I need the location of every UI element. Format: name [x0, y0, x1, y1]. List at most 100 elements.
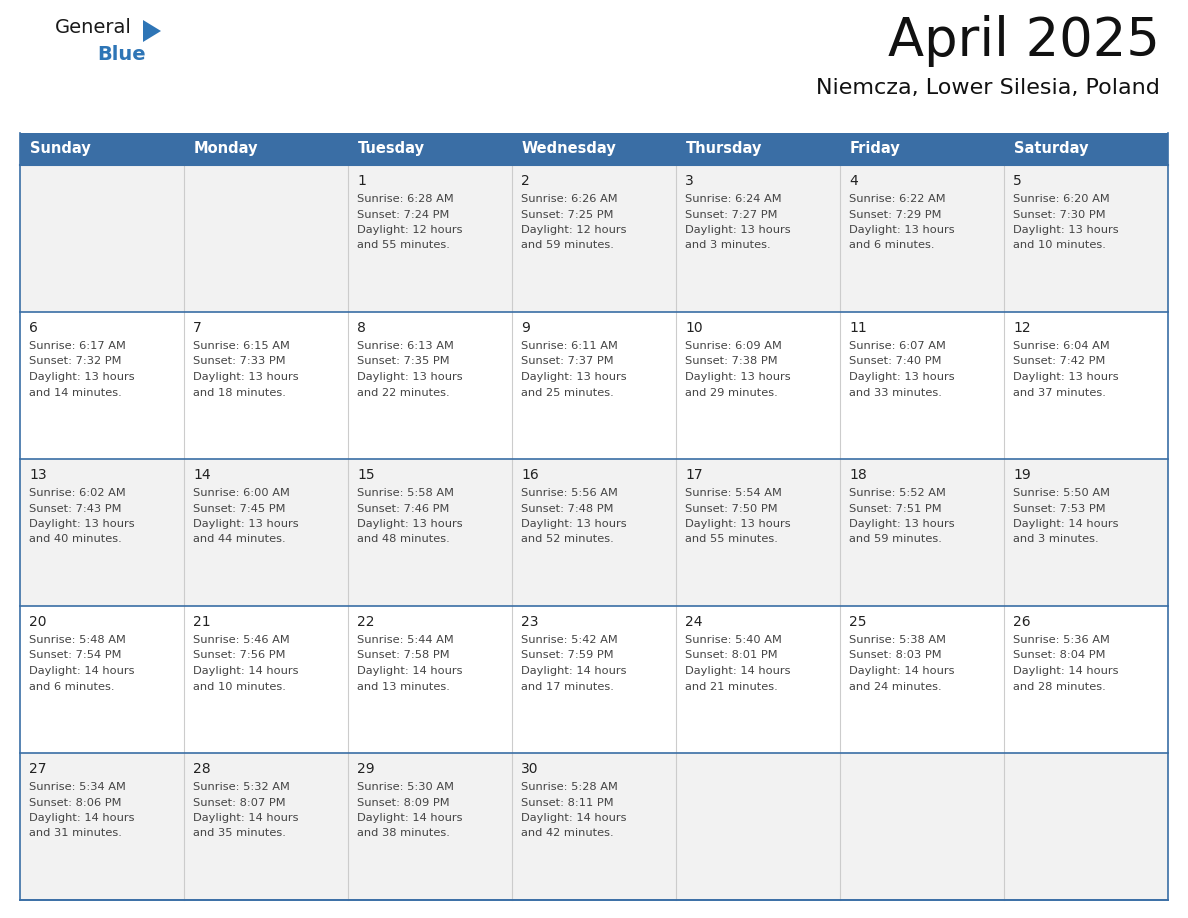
Text: Sunset: 8:04 PM: Sunset: 8:04 PM [1013, 651, 1106, 660]
Text: Thursday: Thursday [685, 141, 763, 156]
Text: 23: 23 [522, 615, 538, 629]
Text: Sunset: 7:59 PM: Sunset: 7:59 PM [522, 651, 614, 660]
Text: and 18 minutes.: and 18 minutes. [192, 387, 286, 397]
Text: Sunset: 7:45 PM: Sunset: 7:45 PM [192, 503, 285, 513]
Text: 24: 24 [685, 615, 702, 629]
Text: Niemcza, Lower Silesia, Poland: Niemcza, Lower Silesia, Poland [816, 78, 1159, 98]
Text: Sunset: 7:54 PM: Sunset: 7:54 PM [29, 651, 121, 660]
Text: 8: 8 [358, 321, 366, 335]
Text: 29: 29 [358, 762, 374, 776]
Text: General: General [55, 18, 132, 37]
Text: 22: 22 [358, 615, 374, 629]
Text: Daylight: 14 hours: Daylight: 14 hours [849, 666, 954, 676]
Text: Sunset: 7:33 PM: Sunset: 7:33 PM [192, 356, 285, 366]
Text: Daylight: 13 hours: Daylight: 13 hours [192, 519, 298, 529]
Text: Daylight: 14 hours: Daylight: 14 hours [1013, 519, 1118, 529]
Text: 10: 10 [685, 321, 702, 335]
Text: Sunrise: 5:50 AM: Sunrise: 5:50 AM [1013, 488, 1110, 498]
Text: and 55 minutes.: and 55 minutes. [685, 534, 778, 544]
Text: 1: 1 [358, 174, 366, 188]
Bar [20, 606, 1168, 753]
Text: Sunset: 8:01 PM: Sunset: 8:01 PM [685, 651, 778, 660]
Text: Sunset: 7:38 PM: Sunset: 7:38 PM [685, 356, 778, 366]
Text: Sunrise: 5:32 AM: Sunrise: 5:32 AM [192, 782, 290, 792]
Text: and 29 minutes.: and 29 minutes. [685, 387, 778, 397]
Text: 18: 18 [849, 468, 867, 482]
Text: Daylight: 13 hours: Daylight: 13 hours [849, 225, 955, 235]
Text: Sunset: 7:24 PM: Sunset: 7:24 PM [358, 209, 449, 219]
Text: and 59 minutes.: and 59 minutes. [849, 534, 942, 544]
Text: and 48 minutes.: and 48 minutes. [358, 534, 450, 544]
Text: and 35 minutes.: and 35 minutes. [192, 829, 286, 838]
Text: Sunset: 7:51 PM: Sunset: 7:51 PM [849, 503, 942, 513]
Text: Sunrise: 6:28 AM: Sunrise: 6:28 AM [358, 194, 454, 204]
Bar [20, 459, 1168, 606]
Text: Sunrise: 5:58 AM: Sunrise: 5:58 AM [358, 488, 454, 498]
Text: Daylight: 13 hours: Daylight: 13 hours [849, 372, 955, 382]
Text: Sunrise: 5:30 AM: Sunrise: 5:30 AM [358, 782, 454, 792]
Text: Daylight: 12 hours: Daylight: 12 hours [522, 225, 626, 235]
Text: Sunrise: 6:11 AM: Sunrise: 6:11 AM [522, 341, 618, 351]
Text: Daylight: 13 hours: Daylight: 13 hours [1013, 225, 1119, 235]
Text: Sunset: 8:03 PM: Sunset: 8:03 PM [849, 651, 942, 660]
Text: Daylight: 14 hours: Daylight: 14 hours [192, 813, 298, 823]
Text: Daylight: 13 hours: Daylight: 13 hours [685, 519, 791, 529]
Text: Daylight: 14 hours: Daylight: 14 hours [358, 813, 462, 823]
Text: 12: 12 [1013, 321, 1031, 335]
Text: and 13 minutes.: and 13 minutes. [358, 681, 450, 691]
Text: Daylight: 13 hours: Daylight: 13 hours [358, 372, 462, 382]
Text: Blue: Blue [97, 45, 146, 64]
Text: and 14 minutes.: and 14 minutes. [29, 387, 121, 397]
Text: 5: 5 [1013, 174, 1022, 188]
Text: and 40 minutes.: and 40 minutes. [29, 534, 121, 544]
Text: 26: 26 [1013, 615, 1031, 629]
Text: Sunrise: 5:56 AM: Sunrise: 5:56 AM [522, 488, 618, 498]
Text: Sunset: 7:27 PM: Sunset: 7:27 PM [685, 209, 777, 219]
Text: Sunrise: 5:48 AM: Sunrise: 5:48 AM [29, 635, 126, 645]
Text: 6: 6 [29, 321, 38, 335]
Text: 28: 28 [192, 762, 210, 776]
Text: Sunrise: 5:28 AM: Sunrise: 5:28 AM [522, 782, 618, 792]
Text: and 3 minutes.: and 3 minutes. [685, 241, 771, 251]
Text: Sunrise: 6:02 AM: Sunrise: 6:02 AM [29, 488, 126, 498]
Text: and 10 minutes.: and 10 minutes. [1013, 241, 1106, 251]
Text: Sunset: 7:30 PM: Sunset: 7:30 PM [1013, 209, 1106, 219]
Text: Sunrise: 6:15 AM: Sunrise: 6:15 AM [192, 341, 290, 351]
Text: and 25 minutes.: and 25 minutes. [522, 387, 614, 397]
Text: Sunrise: 6:04 AM: Sunrise: 6:04 AM [1013, 341, 1110, 351]
Text: Daylight: 14 hours: Daylight: 14 hours [29, 666, 134, 676]
Text: Sunset: 7:25 PM: Sunset: 7:25 PM [522, 209, 613, 219]
Text: Sunday: Sunday [30, 141, 90, 156]
Text: Sunset: 7:40 PM: Sunset: 7:40 PM [849, 356, 942, 366]
Text: Daylight: 13 hours: Daylight: 13 hours [29, 519, 134, 529]
Text: Sunset: 7:58 PM: Sunset: 7:58 PM [358, 651, 449, 660]
Text: 16: 16 [522, 468, 538, 482]
Text: 27: 27 [29, 762, 46, 776]
Bar [20, 133, 1168, 165]
Text: and 6 minutes.: and 6 minutes. [29, 681, 114, 691]
Text: Sunrise: 6:24 AM: Sunrise: 6:24 AM [685, 194, 782, 204]
Text: and 10 minutes.: and 10 minutes. [192, 681, 286, 691]
Text: Sunset: 7:35 PM: Sunset: 7:35 PM [358, 356, 449, 366]
Text: Sunset: 7:29 PM: Sunset: 7:29 PM [849, 209, 942, 219]
Text: Daylight: 12 hours: Daylight: 12 hours [358, 225, 462, 235]
Text: and 59 minutes.: and 59 minutes. [522, 241, 614, 251]
Text: Daylight: 14 hours: Daylight: 14 hours [192, 666, 298, 676]
Text: Sunset: 8:11 PM: Sunset: 8:11 PM [522, 798, 614, 808]
Polygon shape [143, 20, 162, 42]
Text: 17: 17 [685, 468, 702, 482]
Text: Daylight: 13 hours: Daylight: 13 hours [849, 519, 955, 529]
Text: and 42 minutes.: and 42 minutes. [522, 829, 614, 838]
Bar [20, 753, 1168, 900]
Text: 15: 15 [358, 468, 374, 482]
Text: Daylight: 14 hours: Daylight: 14 hours [358, 666, 462, 676]
Bar [20, 165, 1168, 312]
Text: Sunrise: 6:00 AM: Sunrise: 6:00 AM [192, 488, 290, 498]
Text: Sunrise: 5:42 AM: Sunrise: 5:42 AM [522, 635, 618, 645]
Text: Daylight: 14 hours: Daylight: 14 hours [522, 666, 626, 676]
Text: Monday: Monday [194, 141, 259, 156]
Text: Daylight: 13 hours: Daylight: 13 hours [522, 372, 626, 382]
Text: and 24 minutes.: and 24 minutes. [849, 681, 942, 691]
Text: Sunrise: 6:07 AM: Sunrise: 6:07 AM [849, 341, 946, 351]
Text: 13: 13 [29, 468, 46, 482]
